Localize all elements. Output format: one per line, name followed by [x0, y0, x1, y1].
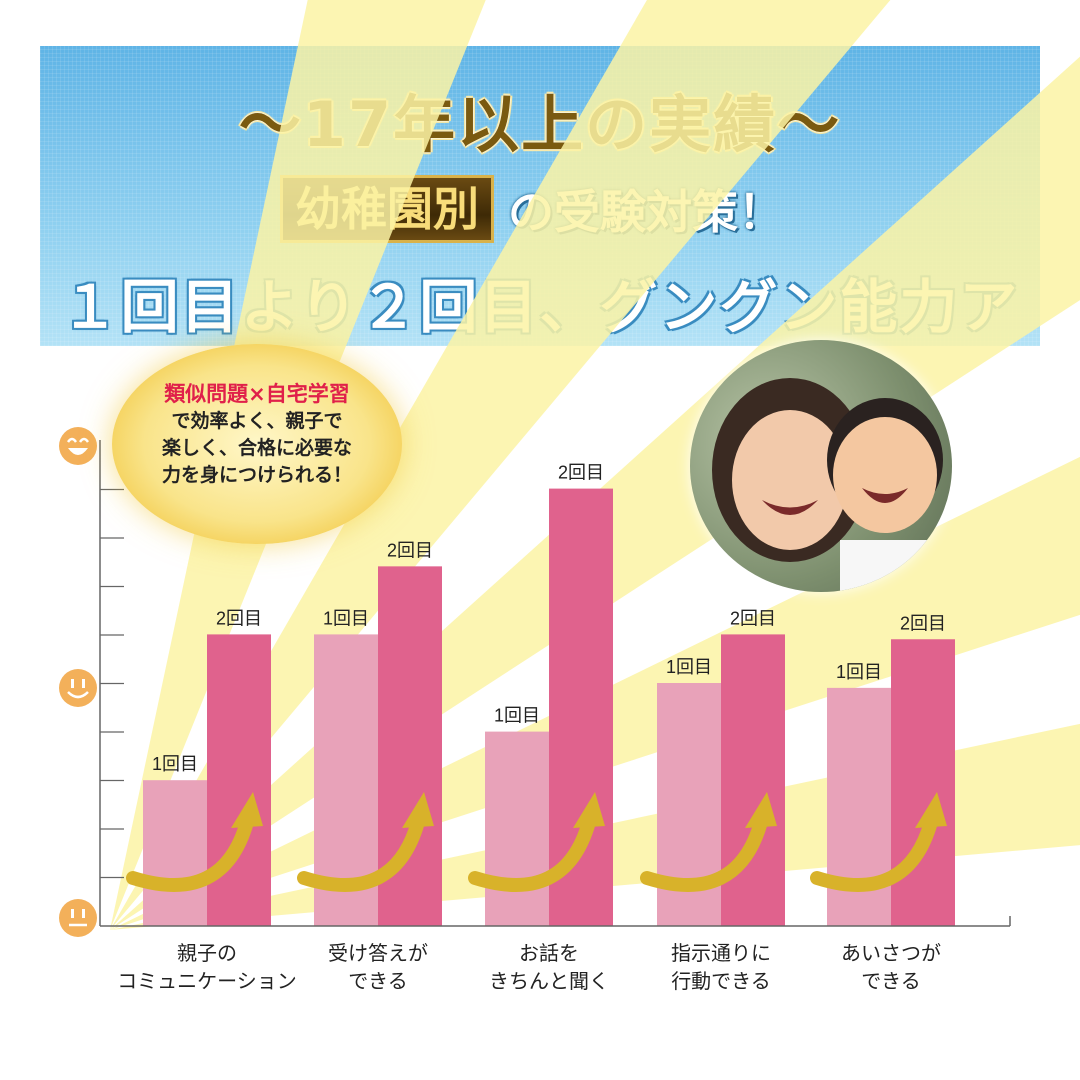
- face-eye: [71, 909, 74, 918]
- arrow-head: [402, 792, 434, 828]
- data-label: 1回目: [152, 754, 198, 774]
- category-label: できる: [348, 971, 408, 993]
- arrow-head: [573, 792, 605, 828]
- data-label: 2回目: [558, 463, 604, 483]
- arrow-shaft: [468, 815, 596, 892]
- face-eye: [66, 437, 78, 443]
- face-circle: [59, 669, 97, 707]
- laughing-face-icon: [59, 427, 97, 465]
- arrow-shaft: [126, 815, 254, 892]
- curved-up-arrow-icon: [297, 792, 434, 892]
- bar-2: [549, 488, 613, 926]
- curved-up-arrow-icon: [126, 792, 263, 892]
- face-eye: [71, 679, 74, 688]
- bar-2: [891, 639, 955, 926]
- arrow-head: [915, 792, 947, 828]
- category-label: あいさつが: [841, 942, 941, 965]
- category-label: 受け答えが: [328, 942, 428, 965]
- face-eye: [78, 437, 90, 443]
- neutral-face-icon: [59, 899, 97, 937]
- arrow-shaft: [810, 815, 938, 892]
- curved-up-arrow-icon: [468, 792, 605, 892]
- category-label: きちんと聞く: [489, 971, 609, 993]
- arrow-head: [745, 792, 777, 828]
- curved-up-arrow-icon: [640, 792, 777, 892]
- child-mouth: [862, 488, 908, 503]
- data-label: 2回目: [730, 608, 776, 628]
- face-circle: [59, 899, 97, 937]
- bar-1: [143, 780, 207, 926]
- photo-illustration: [712, 378, 950, 592]
- data-label: 1回目: [323, 608, 369, 628]
- callout-line-3: 力を身につけられる！: [161, 464, 352, 486]
- category-label: 親子の: [177, 942, 237, 965]
- face-circle: [59, 427, 97, 465]
- data-label: 1回目: [494, 706, 540, 726]
- callout-bubble: 類似問題×自宅学習 で効率よく、親子で 楽しく、合格に必要な 力を身につけられる…: [112, 344, 402, 544]
- curved-up-arrow-icon: [810, 792, 947, 892]
- category-label: 指示通りに: [671, 942, 771, 965]
- category-label: コミュニケーション: [117, 971, 297, 993]
- callout-line-1: で効率よく、親子で: [171, 410, 343, 432]
- mother-face: [732, 410, 848, 550]
- mother-mouth: [762, 500, 818, 515]
- smiling-face-icon: [59, 669, 97, 707]
- bar-2: [207, 634, 271, 926]
- data-label: 1回目: [666, 657, 712, 677]
- background-ray: [110, 0, 891, 930]
- data-label: 2回目: [387, 540, 433, 560]
- face-mouth: [68, 448, 88, 455]
- arrow-shaft: [640, 815, 768, 892]
- face-eye: [82, 679, 85, 688]
- bar-2: [721, 634, 785, 926]
- bar-1: [485, 731, 549, 926]
- face-mouth: [67, 691, 89, 699]
- callout-heading: 類似問題×自宅学習: [164, 382, 350, 406]
- category-label: 行動できる: [671, 970, 771, 993]
- arrow-head: [231, 792, 263, 828]
- data-label: 2回目: [900, 613, 946, 633]
- mother-and-child-photo: [690, 340, 952, 592]
- face-eye: [82, 909, 85, 918]
- arrow-shaft: [297, 815, 425, 892]
- data-label: 2回目: [216, 608, 262, 628]
- callout-line-2: 楽しく、合格に必要な: [161, 437, 352, 459]
- child-face: [833, 417, 937, 533]
- data-label: 1回目: [836, 662, 882, 682]
- category-label: できる: [861, 971, 921, 993]
- category-label: お話を: [519, 942, 579, 965]
